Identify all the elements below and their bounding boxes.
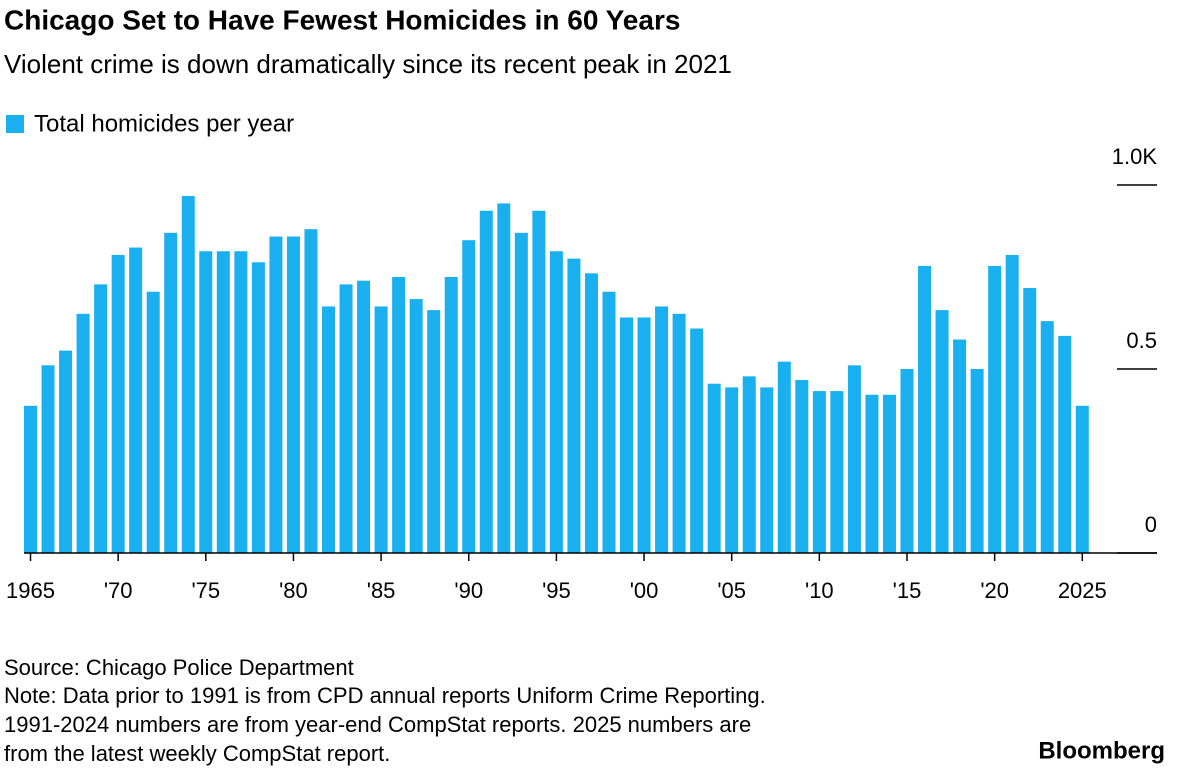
bar — [882, 394, 896, 553]
bar — [655, 306, 669, 553]
bar — [865, 394, 879, 553]
bar — [900, 369, 914, 553]
bar — [918, 265, 932, 553]
bar — [146, 291, 160, 553]
x-tick-label: '90 — [454, 578, 483, 603]
bar — [970, 369, 984, 553]
bar — [409, 299, 423, 553]
bar — [637, 317, 651, 553]
source: Source: Chicago Police Department — [4, 655, 354, 680]
bar — [830, 391, 844, 553]
bar — [251, 262, 265, 553]
bar — [1075, 405, 1089, 553]
bar — [479, 210, 493, 553]
x-tick-label: '05 — [717, 578, 746, 603]
bar — [584, 273, 598, 553]
bar — [286, 236, 300, 553]
bar — [427, 310, 441, 553]
bar — [304, 229, 318, 553]
bar — [1058, 335, 1072, 553]
x-tick-label: 1965 — [6, 578, 55, 603]
bar — [339, 284, 353, 553]
bar — [953, 339, 967, 553]
bar — [847, 365, 861, 553]
bar — [234, 251, 248, 554]
bar — [812, 391, 826, 553]
x-tick-label: '20 — [980, 578, 1009, 603]
bar — [760, 387, 774, 553]
bar — [111, 254, 125, 554]
bar — [444, 277, 458, 553]
chart-title: Chicago Set to Have Fewest Homicides in … — [4, 4, 680, 35]
bar — [374, 306, 388, 553]
chart-subtitle: Violent crime is down dramatically since… — [4, 49, 732, 79]
x-tick-label: '10 — [805, 578, 834, 603]
bar — [41, 365, 55, 553]
bar — [690, 328, 704, 553]
bar — [725, 387, 739, 553]
note: Note: Data prior to 1991 is from CPD ann… — [4, 683, 766, 708]
bar — [76, 313, 90, 553]
bar — [392, 277, 406, 553]
bar — [1005, 254, 1019, 554]
x-tick-label: '75 — [191, 578, 220, 603]
bar — [549, 251, 563, 554]
bar — [1023, 288, 1037, 553]
bar — [514, 232, 528, 553]
legend-swatch — [6, 115, 24, 133]
bar — [567, 258, 581, 553]
x-tick-label: '95 — [542, 578, 571, 603]
x-tick-label: '00 — [630, 578, 659, 603]
bar — [129, 247, 143, 553]
bar — [532, 210, 546, 553]
bar — [497, 203, 511, 553]
y-tick-label: 0 — [1145, 512, 1157, 537]
note: from the latest weekly CompStat report. — [4, 741, 390, 766]
bar — [24, 405, 37, 553]
x-tick-label: '80 — [279, 578, 308, 603]
bar — [94, 284, 108, 553]
bar — [602, 291, 616, 553]
bar — [357, 280, 371, 553]
bar — [988, 265, 1002, 553]
bar — [795, 380, 809, 553]
x-tick-label: '85 — [367, 578, 396, 603]
x-tick-label: '15 — [893, 578, 922, 603]
bar — [322, 306, 336, 553]
x-tick-label: 2025 — [1058, 578, 1107, 603]
bar — [462, 240, 476, 553]
bar — [620, 317, 634, 553]
bar — [777, 361, 791, 553]
bar — [707, 383, 721, 553]
bar — [199, 251, 213, 554]
bar — [216, 251, 230, 554]
bar — [269, 236, 283, 553]
bar — [742, 376, 756, 553]
x-tick-label: '70 — [104, 578, 133, 603]
note: 1991-2024 numbers are from year-end Comp… — [4, 712, 751, 737]
bar — [59, 350, 73, 553]
y-tick-label: 1.0K — [1112, 144, 1158, 169]
bar — [672, 313, 686, 553]
y-tick-label: 0.5 — [1126, 328, 1157, 353]
bar — [1040, 321, 1054, 553]
legend-label: Total homicides per year — [34, 110, 294, 137]
bar — [164, 232, 178, 553]
brand: Bloomberg — [1038, 737, 1165, 764]
bar — [935, 310, 949, 553]
bar — [181, 196, 195, 554]
